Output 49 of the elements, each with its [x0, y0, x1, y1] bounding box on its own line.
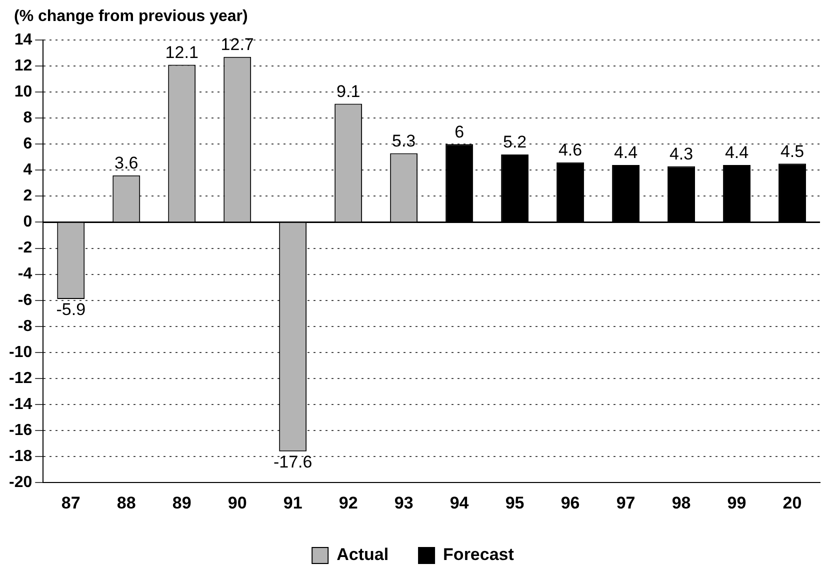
x-tick-label: 99 — [727, 493, 746, 512]
data-label: 4.4 — [614, 143, 638, 162]
data-label: 4.4 — [724, 143, 749, 162]
data-label: 4.6 — [558, 140, 582, 160]
y-tick-label: 12 — [14, 57, 32, 74]
y-tick-label: 14 — [14, 31, 32, 48]
x-tick-label: 91 — [283, 493, 302, 512]
y-tick-label: 0 — [23, 214, 32, 231]
legend-label: Actual — [336, 545, 389, 564]
y-tick-label: -18 — [9, 448, 32, 465]
legend-label: Forecast — [443, 545, 514, 564]
y-tick-label: -12 — [9, 370, 32, 387]
x-tick-label: 97 — [616, 493, 636, 512]
y-tick-label: -6 — [18, 292, 32, 309]
x-tick-label: 89 — [172, 493, 192, 512]
y-tick-label: -2 — [18, 240, 32, 257]
y-tick-label: -10 — [9, 344, 32, 361]
data-label: 6 — [454, 122, 464, 142]
y-tick-label: 4 — [23, 162, 32, 179]
data-label: 12.1 — [165, 42, 198, 62]
x-tick-label: 92 — [338, 493, 358, 512]
x-tick-label: 20 — [782, 493, 802, 512]
y-tick-label: -8 — [18, 318, 32, 335]
y-tick-label: -20 — [9, 474, 32, 492]
x-tick-label: 88 — [116, 493, 136, 512]
chart-title: (% change from previous year) — [14, 8, 248, 26]
x-tick-label: 93 — [394, 493, 414, 512]
data-label: 3.6 — [114, 154, 138, 173]
x-tick-label: 94 — [450, 493, 470, 512]
x-tick-label: 87 — [61, 493, 80, 512]
y-tick-label: 2 — [23, 188, 32, 205]
data-label: -17.6 — [273, 452, 312, 472]
data-label: 5.3 — [392, 131, 416, 150]
y-tick-label: -16 — [9, 422, 32, 439]
data-label: 4.3 — [669, 144, 694, 164]
x-tick-label: 96 — [560, 493, 580, 512]
x-tick-label: 95 — [505, 493, 524, 512]
y-tick-label: 10 — [14, 83, 32, 100]
data-label: 4.5 — [780, 142, 804, 161]
data-label: -5.9 — [56, 300, 86, 320]
data-label: 5.2 — [502, 132, 527, 152]
y-tick-label: 6 — [23, 136, 32, 153]
x-tick-label: 98 — [672, 493, 691, 512]
data-label: 9.1 — [336, 82, 360, 101]
x-tick-label: 90 — [228, 493, 247, 512]
data-label: 12.7 — [220, 35, 254, 54]
y-tick-label: -4 — [18, 266, 32, 283]
y-tick-label: 8 — [23, 110, 32, 127]
y-tick-label: -14 — [9, 396, 32, 413]
